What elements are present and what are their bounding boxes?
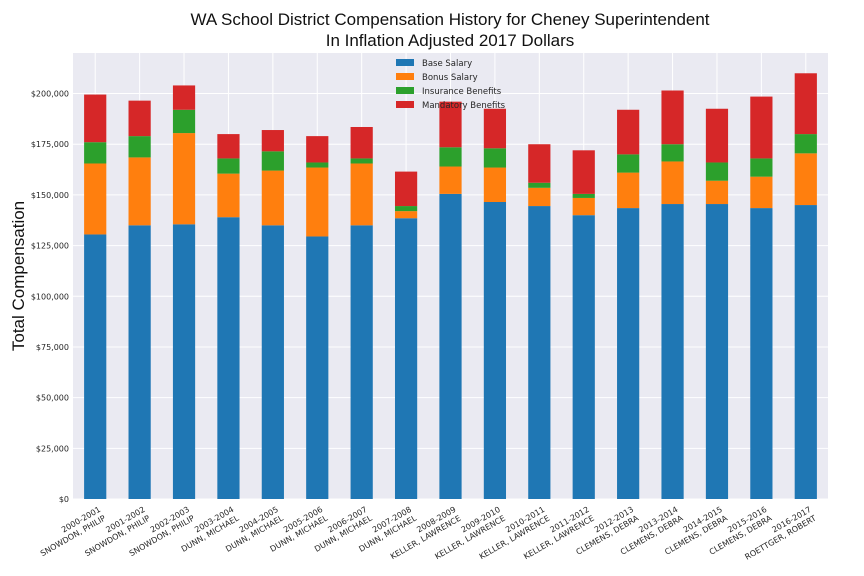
- chart-subtitle: In Inflation Adjusted 2017 Dollars: [326, 31, 575, 50]
- bar-segment: [261, 170, 284, 226]
- bar-segment: [572, 193, 595, 198]
- bar-segment: [350, 163, 373, 226]
- bar-segment: [661, 161, 684, 205]
- bar-segment: [128, 157, 151, 226]
- bar-segment: [350, 126, 373, 159]
- bar-segment: [439, 166, 462, 194]
- bar-segment: [750, 208, 773, 499]
- bar-segment: [705, 180, 729, 205]
- bar-segment: [661, 144, 684, 162]
- bar-segment: [350, 225, 373, 499]
- y-tick-label: $175,000: [31, 140, 69, 149]
- legend-label: Insurance Benefits: [422, 87, 502, 97]
- bar-segment: [306, 167, 329, 237]
- y-tick-label: $100,000: [31, 292, 69, 301]
- legend: Base Salary Bonus Salary Insurance Benefit…: [396, 59, 506, 111]
- bar-segment: [617, 172, 640, 209]
- bar-segment: [306, 136, 329, 163]
- bar-segment: [172, 109, 196, 134]
- bar-segment: [572, 197, 595, 216]
- legend-swatch: [396, 87, 414, 94]
- bar-segment: [750, 158, 773, 177]
- bar-segment: [394, 218, 418, 500]
- y-tick-label: $150,000: [31, 191, 69, 200]
- bar-segment: [172, 133, 196, 225]
- y-tick-label: $75,000: [36, 343, 69, 352]
- bar-segment: [350, 158, 373, 164]
- bar-segment: [705, 204, 729, 500]
- bar-segment: [661, 90, 684, 145]
- bar-segment: [84, 234, 107, 499]
- bar-segment: [84, 163, 107, 235]
- bar-segment: [750, 96, 773, 159]
- bar-segment: [572, 215, 595, 499]
- legend-label: Base Salary: [422, 59, 472, 69]
- y-tick-label: $0: [59, 495, 69, 504]
- bar-segment: [705, 108, 729, 163]
- bar-segment: [217, 173, 240, 218]
- y-tick-label: $25,000: [36, 444, 69, 453]
- bar-segment: [572, 150, 595, 194]
- y-axis: $0 $25,000 $50,000 $75,000 $100,000 $125,000 $…: [31, 90, 69, 504]
- bar-segment: [217, 158, 240, 174]
- bar-segment: [394, 206, 418, 212]
- bar-segment: [528, 206, 551, 500]
- bar-segment: [128, 100, 151, 137]
- bar-segment: [217, 134, 240, 159]
- bar-segment: [172, 224, 196, 499]
- bars-group: [84, 73, 817, 500]
- bar-segment: [794, 73, 817, 135]
- bar-segment: [439, 147, 462, 167]
- bar-segment: [306, 236, 329, 499]
- y-tick-label: $200,000: [31, 90, 69, 99]
- bar-segment: [394, 211, 418, 219]
- legend-label: Mandatory Benefits: [422, 101, 506, 111]
- bar-segment: [84, 142, 107, 164]
- y-tick-label: $125,000: [31, 242, 69, 251]
- legend-swatch: [396, 59, 414, 66]
- bar-segment: [217, 217, 240, 499]
- bar-segment: [394, 171, 418, 207]
- bar-segment: [84, 94, 107, 143]
- bar-segment: [306, 162, 329, 168]
- bar-segment: [261, 225, 284, 499]
- bar-segment: [483, 167, 507, 203]
- bar-segment: [794, 153, 817, 206]
- legend-label: Bonus Salary: [422, 73, 478, 83]
- bar-segment: [528, 187, 551, 207]
- bar-segment: [617, 208, 640, 499]
- bar-segment: [439, 193, 462, 500]
- bar-segment: [661, 204, 684, 500]
- bar-segment: [261, 151, 284, 171]
- y-tick-label: $50,000: [36, 394, 69, 403]
- legend-swatch: [396, 101, 414, 108]
- bar-segment: [483, 108, 507, 149]
- bar-segment: [528, 182, 551, 188]
- legend-swatch: [396, 73, 414, 80]
- bar-segment: [794, 205, 817, 499]
- bar-segment: [128, 225, 151, 499]
- bar-segment: [483, 202, 507, 499]
- chart-title: WA School District Compensation History …: [190, 10, 709, 29]
- bar-segment: [439, 101, 462, 148]
- bar-segment: [617, 109, 640, 155]
- bar-segment: [261, 130, 284, 152]
- bar-segment: [128, 136, 151, 158]
- bar-segment: [750, 176, 773, 209]
- bar-segment: [794, 134, 817, 154]
- bar-segment: [617, 154, 640, 173]
- bar-segment: [172, 85, 196, 110]
- bar-segment: [705, 162, 729, 181]
- y-axis-label: Total Compensation: [9, 201, 28, 351]
- bar-segment: [528, 144, 551, 183]
- bar-segment: [483, 148, 507, 168]
